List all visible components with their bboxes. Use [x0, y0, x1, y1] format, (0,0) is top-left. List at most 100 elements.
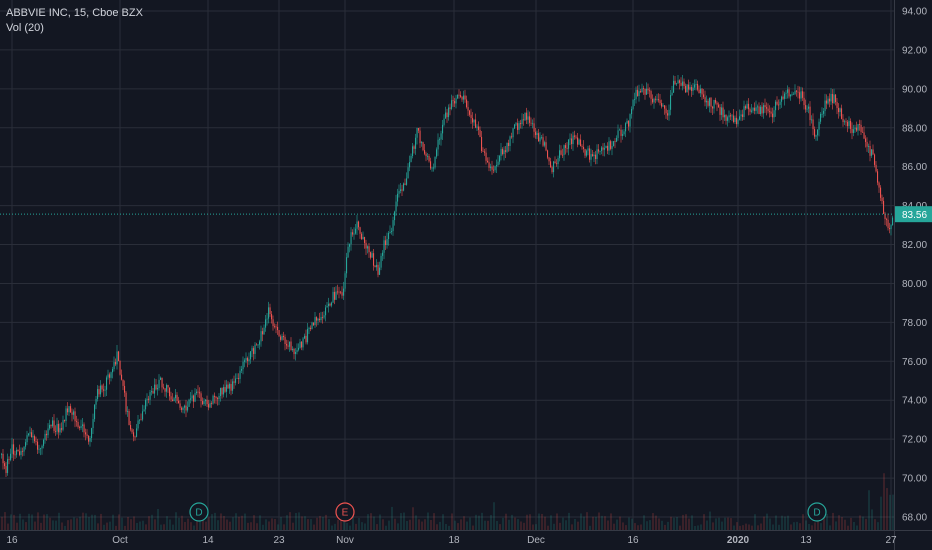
- candle-body: [145, 399, 147, 410]
- volume-bar: [244, 513, 246, 530]
- volume-bar: [7, 523, 9, 530]
- candle-body: [749, 109, 751, 112]
- candle-body: [838, 108, 840, 113]
- candle-body: [655, 98, 657, 100]
- volume-bar: [487, 520, 489, 530]
- volume-bar: [64, 525, 66, 530]
- candle-body: [685, 86, 687, 93]
- candle-body: [509, 136, 511, 147]
- candle-body: [2, 453, 4, 464]
- candle-body: [626, 120, 628, 124]
- candle-body: [392, 220, 394, 232]
- volume-bar: [217, 520, 219, 530]
- candle-body: [23, 446, 25, 452]
- candle-body: [610, 141, 612, 149]
- volume-bar: [94, 514, 96, 530]
- candle-body: [770, 111, 772, 114]
- volume-bar: [283, 524, 285, 530]
- candle-body: [553, 161, 555, 173]
- x-axis-tick-label: 18: [448, 535, 460, 546]
- candle-body: [232, 381, 234, 391]
- volume-bar: [352, 513, 354, 530]
- candle-body: [277, 327, 279, 331]
- candle-body: [238, 378, 240, 379]
- candle-body: [809, 106, 811, 121]
- volume-bar: [496, 520, 498, 530]
- candle-body: [590, 154, 592, 160]
- candle-body: [602, 147, 604, 150]
- candle-body: [103, 389, 105, 391]
- candle-body: [71, 412, 73, 415]
- candle-body: [887, 219, 889, 229]
- candle-body: [52, 420, 54, 427]
- candle-body: [388, 232, 390, 240]
- candle-body: [886, 218, 888, 220]
- candle-body: [202, 401, 204, 405]
- volume-bar: [814, 522, 816, 530]
- candle-body: [334, 291, 336, 300]
- candle-body: [353, 233, 355, 235]
- candle-body: [719, 107, 721, 115]
- candle-body: [496, 165, 498, 167]
- volume-bar: [670, 516, 672, 530]
- candle-body: [47, 428, 49, 436]
- dividend-marker[interactable]: [189, 502, 209, 522]
- volume-bar: [601, 515, 603, 530]
- candle-body: [29, 432, 31, 434]
- candle-body: [533, 123, 535, 132]
- volume-bar: [610, 513, 612, 530]
- volume-bar: [829, 525, 831, 530]
- volume-bar: [214, 512, 216, 530]
- volume-bar: [301, 516, 303, 530]
- candle-body: [514, 124, 516, 129]
- volume-bar: [871, 509, 873, 530]
- volume-bar: [145, 524, 147, 530]
- candle-body: [859, 124, 861, 125]
- candle-body: [811, 119, 813, 121]
- volume-bar: [562, 517, 564, 530]
- dividend-marker[interactable]: [807, 502, 827, 522]
- candle-body: [667, 113, 669, 116]
- candle-body: [571, 138, 573, 145]
- candle-body: [850, 120, 852, 129]
- candle-body: [569, 138, 571, 140]
- candle-body: [812, 119, 814, 130]
- candle-body: [658, 99, 660, 101]
- volume-bar: [130, 519, 132, 530]
- candle-body: [257, 344, 259, 346]
- candle-body: [248, 359, 250, 362]
- candle-body: [181, 407, 183, 410]
- symbol-legend[interactable]: ABBVIE INC, 15, Cboe BZX: [6, 7, 143, 19]
- volume-bar: [790, 524, 792, 530]
- volume-bar: [175, 512, 177, 530]
- candle-body: [251, 348, 253, 352]
- candle-body: [844, 121, 846, 123]
- candle-body: [119, 360, 121, 375]
- candle-body: [548, 157, 550, 162]
- candle-body: [206, 399, 208, 405]
- candle-body: [38, 448, 40, 450]
- candle-body: [152, 391, 154, 394]
- candle-body: [349, 244, 351, 247]
- candle-body: [43, 439, 45, 446]
- candle-body: [754, 107, 756, 111]
- candle-body: [473, 119, 475, 123]
- candle-body: [98, 389, 100, 395]
- candle-body: [680, 82, 682, 86]
- candle-body: [94, 404, 96, 420]
- candle-body: [512, 128, 514, 138]
- candle-body: [757, 106, 759, 108]
- volume-bar: [664, 524, 666, 530]
- volume-bar: [76, 518, 78, 530]
- candle-body: [151, 391, 153, 393]
- earnings-marker[interactable]: [335, 502, 355, 522]
- candle-body: [706, 100, 708, 103]
- candle-body: [61, 428, 63, 430]
- volume-bar: [766, 513, 768, 530]
- candle-body: [500, 149, 502, 157]
- volume-legend[interactable]: Vol (20): [6, 22, 44, 34]
- candle-body: [305, 335, 307, 343]
- volume-bar: [52, 520, 54, 530]
